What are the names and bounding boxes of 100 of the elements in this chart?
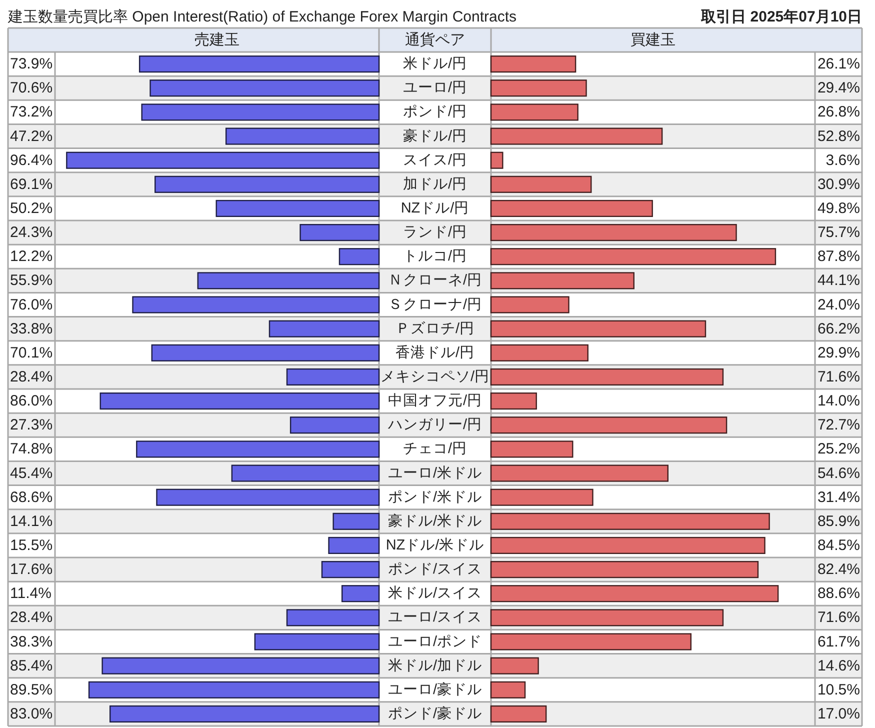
data-label: 47.2% bbox=[10, 128, 53, 145]
data-label: 31.4% bbox=[817, 488, 860, 506]
y-tick-label: スイス/円 bbox=[402, 152, 468, 168]
bar bbox=[490, 55, 576, 73]
data-label: 89.5% bbox=[10, 681, 53, 698]
data-label: 45.4% bbox=[10, 464, 53, 482]
bar bbox=[490, 488, 594, 506]
data-label: 96.4% bbox=[10, 152, 53, 169]
y-tick-label: ユーロ/ポンド bbox=[388, 634, 482, 650]
bar bbox=[216, 200, 380, 218]
y-tick-label: 加ドル/円 bbox=[402, 175, 468, 192]
bar bbox=[156, 488, 380, 506]
bar bbox=[490, 392, 537, 410]
bar bbox=[66, 152, 380, 169]
data-label: 12.2% bbox=[10, 248, 53, 266]
bar bbox=[490, 633, 692, 650]
bar bbox=[254, 633, 380, 650]
bar bbox=[290, 416, 380, 434]
data-label: 61.7% bbox=[817, 633, 860, 650]
y-tick-label: ポンド/米ドル bbox=[388, 488, 482, 506]
bar bbox=[490, 104, 578, 121]
data-label: 85.9% bbox=[817, 512, 860, 530]
data-label: 15.5% bbox=[10, 536, 53, 554]
data-label: 88.6% bbox=[817, 585, 860, 602]
y-tick-label: ユーロ/豪ドル bbox=[388, 680, 482, 698]
bar bbox=[100, 392, 380, 410]
data-label: 14.1% bbox=[10, 512, 53, 530]
data-label: 85.4% bbox=[10, 657, 53, 674]
bar bbox=[286, 609, 380, 626]
y-tick-label: ポンド/スイス bbox=[388, 562, 482, 578]
data-label: 69.1% bbox=[10, 176, 53, 193]
data-label: 38.3% bbox=[10, 633, 53, 650]
data-label: 50.2% bbox=[10, 200, 53, 217]
y-tick-label: ポンド/円 bbox=[402, 104, 468, 120]
y-tick-label: Ｓクローナ/円 bbox=[388, 296, 482, 313]
bar bbox=[88, 681, 380, 698]
data-label: 55.9% bbox=[10, 272, 53, 290]
x-axis-title: 売建玉 bbox=[194, 32, 240, 48]
data-label: 33.8% bbox=[10, 320, 53, 338]
data-label: 14.0% bbox=[817, 392, 860, 410]
data-label: 29.9% bbox=[817, 344, 860, 362]
data-label: 26.8% bbox=[817, 104, 860, 121]
bar bbox=[490, 536, 766, 554]
chart-title: 建玉数量売買比率 Open Interest(Ratio) of Exchange Forex Margin Contracts bbox=[7, 8, 517, 26]
y-tick-label: ユーロ/円 bbox=[402, 80, 468, 96]
data-label: 10.5% bbox=[817, 681, 860, 698]
y-tick-label: 中国オフ元/円 bbox=[388, 392, 482, 410]
bar bbox=[490, 176, 592, 193]
y-tick-label: 米ドル/円 bbox=[402, 55, 468, 72]
data-label: 68.6% bbox=[10, 488, 53, 506]
data-label: 17.6% bbox=[10, 561, 53, 578]
y-tick-label: ハンガリー/円 bbox=[386, 417, 482, 434]
text: 取引日 2025年07月10日 bbox=[700, 8, 862, 26]
bar bbox=[490, 80, 587, 97]
data-label: 28.4% bbox=[10, 368, 53, 386]
data-label: 17.0% bbox=[817, 705, 860, 722]
data-label: 71.6% bbox=[817, 368, 860, 386]
data-label: 54.6% bbox=[817, 464, 860, 482]
data-label: 86.0% bbox=[10, 392, 53, 410]
data-label: 52.8% bbox=[817, 128, 860, 145]
bar bbox=[490, 585, 779, 602]
bar bbox=[490, 440, 574, 458]
bar bbox=[286, 368, 380, 386]
y-tick-label: ユーロ/米ドル bbox=[388, 464, 482, 482]
bar bbox=[141, 104, 380, 121]
bar bbox=[490, 296, 570, 314]
data-label: 66.2% bbox=[817, 320, 860, 338]
bar bbox=[321, 560, 380, 578]
bar bbox=[231, 464, 380, 482]
data-label: 24.3% bbox=[10, 224, 53, 242]
data-label: 73.9% bbox=[10, 56, 53, 73]
y-tick-label: チェコ/円 bbox=[402, 441, 468, 458]
data-label: 44.1% bbox=[817, 272, 860, 290]
data-label: 27.3% bbox=[10, 416, 53, 434]
bar bbox=[490, 200, 653, 218]
data-label: 83.0% bbox=[10, 705, 53, 722]
data-label: 14.6% bbox=[817, 657, 860, 674]
bar bbox=[138, 55, 380, 73]
bar bbox=[490, 705, 547, 723]
data-label: 74.8% bbox=[10, 440, 53, 458]
data-label: 11.4% bbox=[10, 585, 52, 602]
y-tick-label: 香港ドル/円 bbox=[395, 344, 475, 361]
bar bbox=[132, 296, 380, 314]
data-label: 70.6% bbox=[10, 80, 53, 97]
y-tick-label: NZドル/米ドル bbox=[386, 536, 484, 554]
bar bbox=[490, 681, 526, 698]
data-label: 24.0% bbox=[817, 296, 860, 314]
data-label: 30.9% bbox=[817, 176, 860, 193]
bar bbox=[225, 128, 380, 145]
bar bbox=[338, 248, 380, 266]
data-label: 70.1% bbox=[10, 344, 53, 362]
bar bbox=[490, 152, 504, 169]
y-tick-label: NZドル/円 bbox=[400, 200, 470, 216]
data-label: 3.6% bbox=[826, 152, 860, 169]
y-tick-label: 米ドル/加ドル bbox=[388, 656, 482, 674]
bar bbox=[328, 536, 380, 554]
bar bbox=[490, 344, 588, 362]
y-tick-label: メキシコペソ/円 bbox=[380, 368, 490, 385]
data-label: 75.7% bbox=[817, 224, 860, 242]
data-label: 26.1% bbox=[817, 56, 860, 73]
